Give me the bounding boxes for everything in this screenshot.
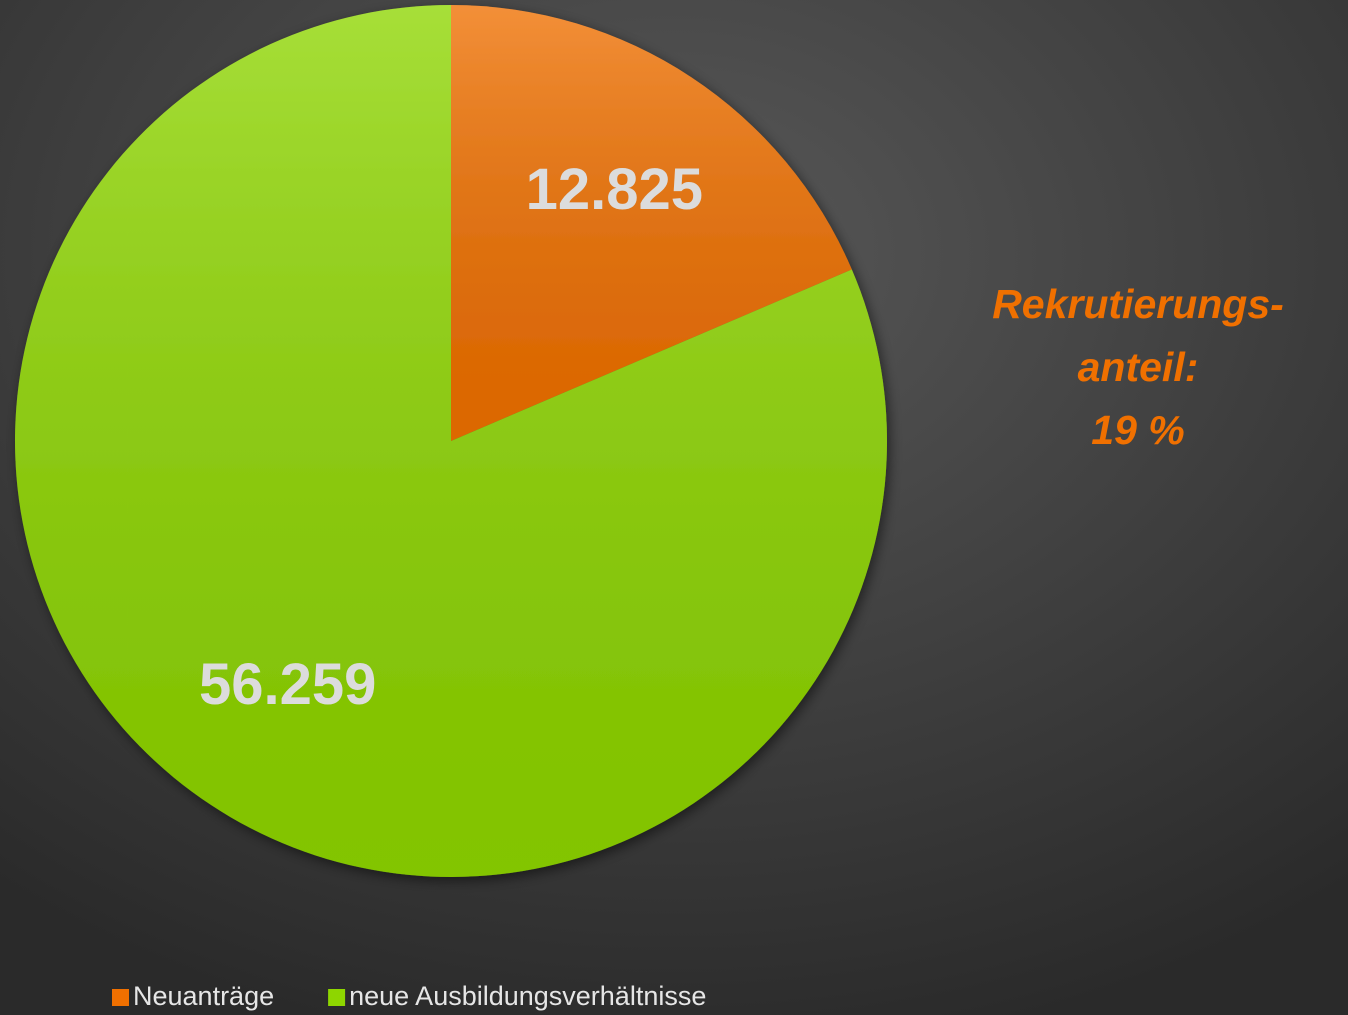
- legend-swatch: [112, 989, 129, 1006]
- legend-swatch: [328, 989, 346, 1006]
- slice-shade: [14, 5, 887, 878]
- annotation: Rekrutierungs-: [992, 281, 1284, 327]
- pie: [14, 5, 887, 878]
- data-label: 56.259: [199, 652, 376, 717]
- legend-label: Neuanträge: [133, 981, 274, 1011]
- annotation: anteil:: [1078, 344, 1199, 390]
- data-label: 12.825: [526, 157, 703, 222]
- annotation: 19 %: [1091, 407, 1184, 453]
- slice-shade: [451, 5, 852, 441]
- legend-label: neue Ausbildungsverhältnisse: [349, 981, 706, 1011]
